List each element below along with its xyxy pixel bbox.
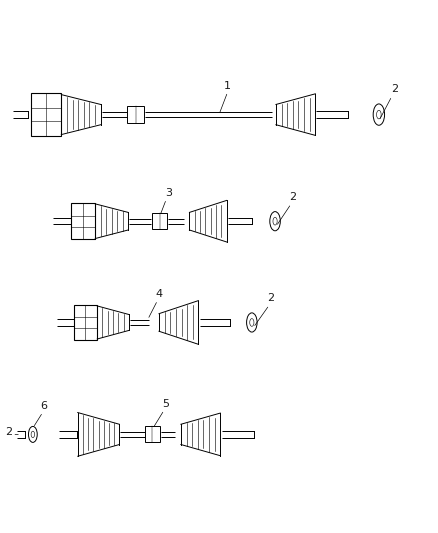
Text: 2: 2 — [5, 427, 12, 437]
Text: 2: 2 — [391, 84, 398, 94]
Bar — [31, 93, 61, 136]
Text: 2: 2 — [267, 293, 274, 303]
Text: 2: 2 — [289, 192, 296, 202]
Text: 5: 5 — [162, 399, 169, 409]
Bar — [145, 426, 160, 442]
Bar — [71, 203, 95, 239]
Text: 6: 6 — [40, 401, 47, 411]
Text: 3: 3 — [165, 188, 172, 198]
Text: 1: 1 — [224, 80, 231, 91]
Text: 4: 4 — [156, 289, 163, 299]
Bar — [74, 305, 97, 340]
Bar — [152, 213, 167, 229]
Bar — [127, 106, 144, 123]
